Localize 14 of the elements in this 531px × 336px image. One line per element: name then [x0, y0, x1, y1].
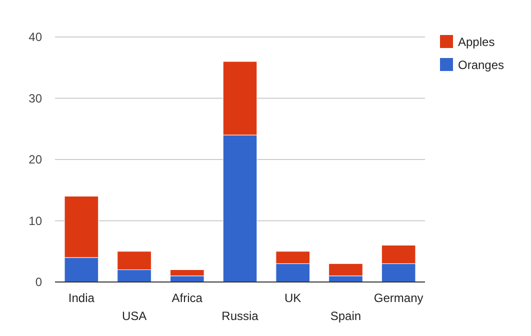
x-tick-label: Germany: [374, 291, 424, 305]
x-tick-label: UK: [284, 291, 302, 305]
y-tick-label: 10: [28, 214, 42, 228]
x-tick-label: Russia: [222, 309, 259, 323]
legend-label: Apples: [458, 35, 495, 50]
x-tick-label: USA: [122, 309, 147, 323]
x-tick-label: Spain: [330, 309, 362, 323]
y-tick-label: 40: [28, 30, 42, 44]
y-tick-label: 30: [28, 91, 42, 106]
legend-label: Oranges: [458, 58, 504, 72]
y-tick-label: 0: [35, 275, 42, 290]
y-tick-label: 20: [28, 152, 42, 167]
x-tick-label: India: [68, 291, 95, 305]
x-tick-label: Africa: [172, 291, 203, 305]
